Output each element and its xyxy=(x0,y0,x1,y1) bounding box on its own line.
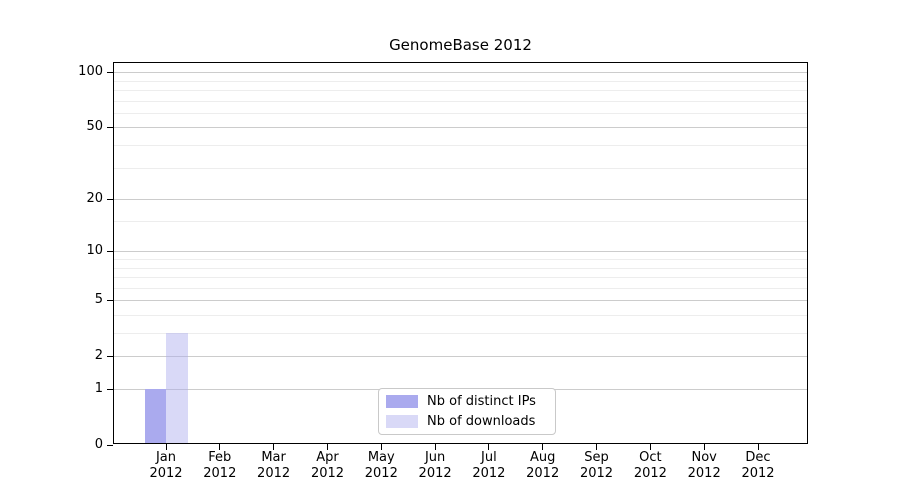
y-tick-label: 5 xyxy=(94,292,103,308)
minor-gridline xyxy=(114,333,807,334)
x-tick xyxy=(649,444,651,450)
x-tick xyxy=(488,444,490,450)
y-tick-label: 0 xyxy=(94,437,103,452)
major-gridline xyxy=(114,251,807,253)
x-tick-label-line: Aug xyxy=(529,450,556,465)
x-tick xyxy=(273,444,275,450)
x-tick-label: Sep 2012 xyxy=(557,450,637,482)
minor-gridline xyxy=(114,277,807,278)
x-tick-label-line: 2012 xyxy=(687,466,721,481)
x-tick-label-line: 2012 xyxy=(741,466,775,481)
y-tick xyxy=(107,71,113,73)
x-tick-label: Jun 2012 xyxy=(395,450,475,482)
x-tick xyxy=(327,444,328,450)
x-tick-label-line: 2012 xyxy=(310,466,345,481)
legend-label-distinct-ips: Nb of distinct IPs xyxy=(427,394,536,409)
major-gridline xyxy=(114,300,807,302)
minor-gridline xyxy=(114,167,807,169)
x-tick xyxy=(703,444,705,450)
x-tick-label-line: Jan xyxy=(155,450,177,465)
y-tick-label: 10 xyxy=(86,243,103,259)
x-tick xyxy=(596,444,597,450)
x-tick-label: Apr 2012 xyxy=(288,450,368,482)
x-tick xyxy=(757,444,759,450)
legend-item-distinct-ips: Nb of distinct IPs xyxy=(386,393,547,410)
x-tick xyxy=(380,444,382,450)
x-tick-label-line: 2012 xyxy=(149,466,183,481)
y-tick-label: 1 xyxy=(94,381,103,396)
plot-area xyxy=(113,62,808,444)
x-tick-label-line: Jun xyxy=(424,450,446,465)
x-tick-label: Dec 2012 xyxy=(718,450,798,482)
minor-gridline xyxy=(114,267,807,269)
major-gridline xyxy=(114,199,807,200)
x-tick-label-line: Jul xyxy=(481,450,497,465)
y-tick xyxy=(107,444,113,446)
x-tick-label-line: 2012 xyxy=(364,466,398,481)
minor-gridline xyxy=(114,80,807,82)
y-tick xyxy=(107,355,113,357)
x-tick-label: Mar 2012 xyxy=(234,450,314,482)
y-tick-label: 20 xyxy=(86,191,103,206)
y-tick-label: 2 xyxy=(94,348,103,364)
minor-gridline xyxy=(114,314,807,316)
minor-gridline xyxy=(114,287,807,289)
x-tick-label: Jul 2012 xyxy=(449,450,529,482)
x-tick-label-line: 2012 xyxy=(257,466,291,481)
x-tick-label-line: 2012 xyxy=(579,466,614,481)
x-tick xyxy=(542,444,544,450)
x-tick-label-line: Nov xyxy=(691,450,717,465)
x-tick-label: Oct 2012 xyxy=(610,450,690,482)
x-tick-label-line: Oct xyxy=(639,450,662,465)
x-tick-label-line: Mar xyxy=(261,450,286,465)
x-tick-label-line: Feb xyxy=(208,450,232,465)
x-tick-label: May 2012 xyxy=(341,450,421,482)
x-tick-label: Aug 2012 xyxy=(503,450,583,482)
legend-label-downloads: Nb of downloads xyxy=(427,414,536,429)
legend-swatch-downloads xyxy=(386,415,418,428)
legend: Nb of distinct IPs Nb of downloads xyxy=(378,388,556,435)
bar-downloads xyxy=(166,333,188,443)
y-tick xyxy=(107,250,113,252)
minor-gridline xyxy=(114,89,807,91)
y-tick xyxy=(107,126,113,128)
legend-item-downloads: Nb of downloads xyxy=(386,413,547,430)
minor-gridline xyxy=(114,112,807,114)
x-tick-label: Feb 2012 xyxy=(180,450,260,482)
chart-title: GenomeBase 2012 xyxy=(389,36,532,54)
x-tick-label-line: May xyxy=(367,450,395,465)
bar-distinct-ips xyxy=(144,389,166,443)
x-tick-label-line: 2012 xyxy=(526,466,560,481)
x-tick-label-line: 2012 xyxy=(203,466,237,481)
x-tick-label-line: Dec xyxy=(745,450,771,465)
x-tick-label-line: Apr xyxy=(316,450,339,465)
x-tick xyxy=(434,444,436,450)
y-tick xyxy=(107,299,113,301)
legend-swatch-distinct-ips xyxy=(386,395,418,408)
y-tick xyxy=(107,388,113,390)
y-tick xyxy=(107,198,113,200)
minor-gridline xyxy=(114,100,807,102)
major-gridline xyxy=(114,72,807,74)
major-gridline xyxy=(114,356,807,358)
x-tick-label-line: 2012 xyxy=(472,466,506,481)
y-tick-label: 100 xyxy=(78,64,103,80)
x-tick-label-line: Sep xyxy=(584,450,609,465)
major-gridline xyxy=(114,127,807,129)
x-tick-label-line: 2012 xyxy=(633,466,667,481)
minor-gridline xyxy=(114,144,807,146)
x-tick-label: Nov 2012 xyxy=(664,450,744,482)
x-tick xyxy=(219,444,221,450)
x-tick xyxy=(165,444,167,450)
x-tick-label: Jan 2012 xyxy=(126,450,206,482)
y-tick-label: 50 xyxy=(86,119,103,135)
minor-gridline xyxy=(114,221,807,222)
minor-gridline xyxy=(114,258,807,260)
x-tick-label-line: 2012 xyxy=(418,466,452,481)
